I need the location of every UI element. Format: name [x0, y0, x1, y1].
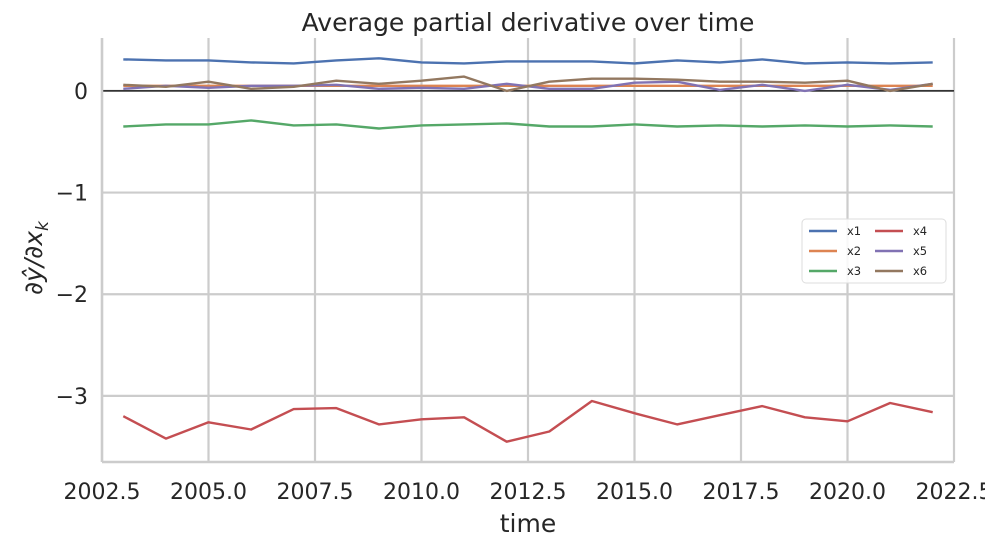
legend-label-x6: x6: [913, 264, 927, 278]
x-tick-label: 2007.5: [277, 480, 354, 505]
legend-label-x4: x4: [913, 224, 927, 238]
y-axis-label-main: ∂ŷ/∂x: [19, 231, 48, 295]
y-axis-label: ∂ŷ/∂xk: [19, 220, 53, 295]
legend-label-x1: x1: [847, 224, 861, 238]
axes-spines: [100, 38, 954, 464]
x-axis-label: time: [500, 509, 556, 538]
series-line-x1: [123, 57, 933, 65]
legend-label-x5: x5: [913, 244, 927, 258]
series-lines: [122, 57, 933, 443]
y-axis-label-subscript: k: [33, 220, 53, 231]
legend: x1 x2 x3 x4 x5 x6: [801, 218, 947, 284]
series-line-x6: [123, 75, 933, 93]
x-tick-labels: 2002.5 2005.0 2007.5 2010.0 2012.5 2015.0 2017…: [64, 480, 985, 505]
y-tick-label: −2: [56, 283, 88, 308]
series-line-x4: [122, 399, 933, 443]
y-tick-label: −1: [56, 182, 88, 207]
x-tick-label: 2022.5: [916, 480, 985, 505]
y-tick-label: 0: [74, 80, 88, 105]
x-tick-label: 2012.5: [490, 480, 567, 505]
x-tick-label: 2020.0: [809, 480, 886, 505]
x-tick-label: 2002.5: [64, 480, 141, 505]
series-line-x3: [123, 119, 933, 130]
legend-label-x2: x2: [847, 244, 861, 258]
x-tick-label: 2010.0: [383, 480, 460, 505]
x-tick-label: 2017.5: [703, 480, 780, 505]
x-tick-label: 2005.0: [170, 480, 247, 505]
y-tick-label: −3: [56, 385, 88, 410]
legend-box: [801, 218, 947, 284]
y-tick-labels: 0 −1 −2 −3: [56, 80, 88, 410]
x-tick-label: 2015.0: [596, 480, 673, 505]
chart-title: Average partial derivative over time: [302, 8, 755, 37]
legend-label-x3: x3: [847, 264, 861, 278]
